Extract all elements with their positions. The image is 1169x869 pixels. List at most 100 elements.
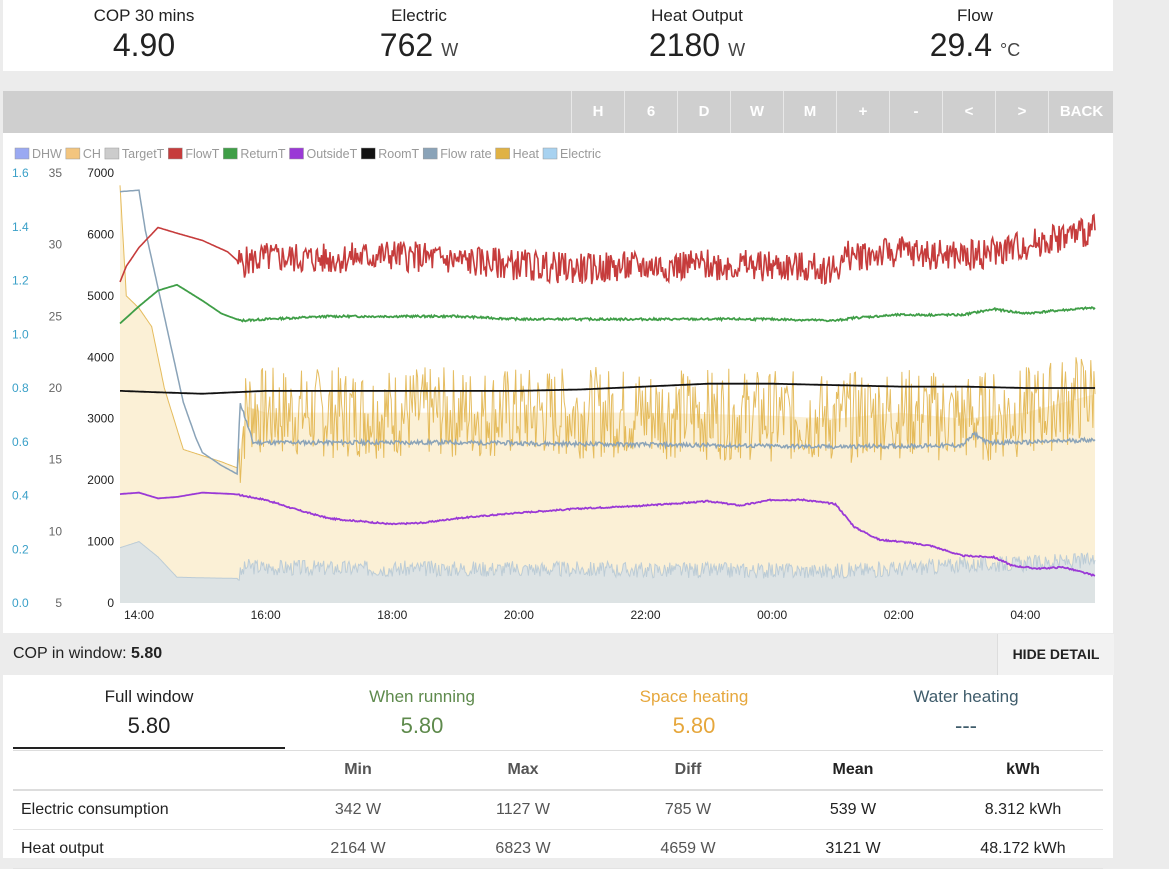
- outside-temp-line: [119, 491, 1096, 577]
- chart-area: DHW CH TargetT FlowT ReturnT OutsideT RoomT Flo…: [3, 133, 1113, 633]
- day-button[interactable]: D: [677, 91, 730, 133]
- table-cell: 4659 W: [613, 829, 763, 869]
- stat-value: 762: [379, 27, 434, 63]
- stat-title: Heat Output: [651, 6, 743, 25]
- stat-electric: Electric 762 W: [309, 0, 529, 67]
- cop-axis-tick: 1.0: [12, 327, 29, 341]
- table-cell: Heat output: [13, 829, 283, 869]
- power-axis-tick: 1000: [87, 535, 114, 549]
- stat-unit: W: [441, 40, 459, 60]
- legend-label: FlowT: [185, 147, 219, 161]
- power-axis-tick: 5000: [87, 289, 114, 303]
- cop-tab-name: Full window: [104, 687, 194, 706]
- cop-tab-name: Water heating: [913, 687, 1019, 706]
- room-temp-line: [120, 382, 1095, 395]
- stat-value: 29.4: [929, 27, 993, 63]
- table-cell: 342 W: [283, 790, 433, 830]
- cop-tab-when-running[interactable]: When running 5.80: [286, 675, 558, 739]
- cop-tab-value: 5.80: [400, 713, 444, 738]
- temp-axis-tick: 15: [49, 453, 63, 467]
- legend-label: RoomT: [378, 147, 419, 161]
- temp-axis-tick: 30: [49, 238, 63, 252]
- zoom-out-button[interactable]: -: [889, 91, 942, 133]
- stat-value: 2180: [648, 27, 721, 63]
- legend-label: Electric: [560, 147, 601, 161]
- stat-heat-output: Heat Output 2180 W: [587, 0, 807, 67]
- heatpump-chart[interactable]: DHW CH TargetT FlowT ReturnT OutsideT RoomT Flo…: [3, 133, 1113, 633]
- x-axis-tick: 00:00: [757, 608, 787, 622]
- temp-axis-tick: 35: [49, 166, 63, 180]
- stat-flow: Flow 29.4 °C: [865, 0, 1085, 67]
- power-axis-tick: 7000: [87, 166, 114, 180]
- hide-detail-button[interactable]: HIDE DETAIL: [997, 634, 1114, 675]
- legend-swatch: [65, 147, 81, 160]
- table-cell: 8.312 kWh: [943, 790, 1103, 830]
- table-cell: Electric consumption: [13, 790, 283, 830]
- legend-label: Flow rate: [440, 147, 491, 161]
- electric-line: [119, 541, 1096, 581]
- table-cell: 6823 W: [433, 829, 613, 869]
- power-axis-tick: 3000: [87, 412, 114, 426]
- top-stats: COP 30 mins 4.90 Electric 762 W Heat Outp…: [3, 0, 1113, 71]
- table-cell: 48.172 kWh: [943, 829, 1103, 869]
- temp-axis-tick: 25: [49, 309, 63, 323]
- legend-label: TargetT: [122, 147, 165, 161]
- power-axis-tick: 0: [107, 596, 114, 610]
- cop-tab-value: ---: [955, 713, 977, 738]
- x-axis-tick: 22:00: [630, 608, 660, 622]
- legend-swatch: [542, 147, 558, 160]
- legend-label: DHW: [32, 147, 62, 161]
- heat-line: [119, 185, 1096, 483]
- stat-value: 4.90: [112, 27, 176, 63]
- flow-temp-line: [119, 213, 1096, 285]
- back-button[interactable]: BACK: [1048, 91, 1114, 133]
- x-axis-tick: 18:00: [377, 608, 407, 622]
- cop-window-bar: COP in window: 5.80 HIDE DETAIL: [3, 634, 1114, 676]
- legend-swatch: [495, 147, 510, 160]
- pan-left-button[interactable]: <: [942, 91, 995, 133]
- legend-label: OutsideT: [307, 147, 358, 161]
- stat-unit: °C: [1000, 40, 1021, 60]
- table-header: [13, 750, 283, 791]
- cop-axis-tick: 1.6: [12, 166, 29, 180]
- six-hour-button[interactable]: 6: [624, 91, 677, 133]
- table-row: Heat output 2164 W 6823 W 4659 W 3121 W …: [13, 829, 1103, 869]
- heat-area: [120, 185, 1095, 604]
- cop-axis-tick: 1.2: [12, 274, 29, 288]
- flow-rate-line: [120, 189, 1096, 476]
- cop-tab-water-heating[interactable]: Water heating ---: [830, 675, 1102, 739]
- x-axis-tick: 04:00: [1010, 608, 1040, 622]
- x-axis-tick: 16:00: [251, 608, 281, 622]
- legend-swatch: [289, 147, 304, 160]
- cop-tab-space-heating[interactable]: Space heating 5.80: [558, 675, 830, 739]
- cop-tab-name: Space heating: [639, 687, 749, 706]
- cop-axis-tick: 0.4: [12, 489, 29, 503]
- temp-axis-tick: 20: [49, 381, 63, 395]
- power-axis-tick: 4000: [87, 350, 114, 364]
- week-button[interactable]: W: [730, 91, 783, 133]
- legend-label: ReturnT: [240, 147, 286, 161]
- table-header: kWh: [943, 750, 1103, 791]
- cop-tab-value: 5.80: [127, 713, 171, 738]
- table-header: Max: [433, 750, 613, 791]
- temp-axis-tick: 10: [49, 524, 63, 538]
- detail-panel: Full window 5.80 When running 5.80 Space…: [3, 675, 1113, 869]
- cop-tab-name: When running: [369, 687, 475, 706]
- table-header: Mean: [763, 750, 943, 791]
- cop-tab-full-window[interactable]: Full window 5.80: [13, 675, 285, 749]
- pan-right-button[interactable]: >: [995, 91, 1048, 133]
- return-temp-line: [119, 283, 1096, 325]
- cop-window-label: COP in window:: [13, 645, 127, 662]
- x-axis-tick: 02:00: [884, 608, 914, 622]
- table-row: Electric consumption 342 W 1127 W 785 W …: [13, 790, 1103, 830]
- x-axis-tick: 20:00: [504, 608, 534, 622]
- hour-button[interactable]: H: [571, 91, 624, 133]
- table-cell: 539 W: [763, 790, 943, 830]
- power-axis-tick: 6000: [87, 227, 114, 241]
- power-axis-tick: 2000: [87, 473, 114, 487]
- month-button[interactable]: M: [783, 91, 836, 133]
- table-header: Diff: [613, 750, 763, 791]
- zoom-in-button[interactable]: +: [836, 91, 889, 133]
- legend-swatch: [223, 147, 238, 160]
- cop-axis-tick: 0.8: [12, 381, 29, 395]
